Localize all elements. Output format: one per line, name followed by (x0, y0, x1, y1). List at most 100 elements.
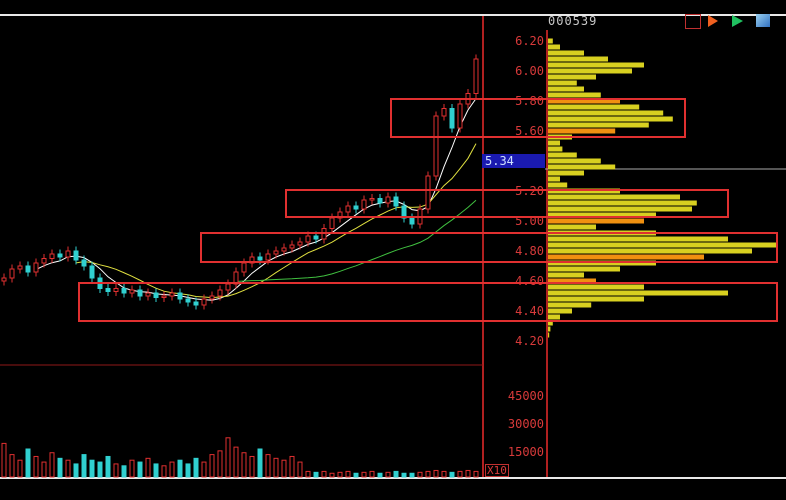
volume-tick: 15000 (507, 445, 544, 459)
volume-bar (313, 471, 319, 478)
profile-bar (548, 254, 704, 260)
profile-bar (548, 104, 640, 110)
profile-bar (548, 74, 596, 80)
profile-bar (548, 212, 656, 218)
candle-body (313, 235, 319, 240)
profile-bar (548, 206, 692, 212)
volume-bar (209, 454, 215, 478)
ma-line-ma10 (75, 143, 477, 299)
profile-bar (548, 308, 572, 314)
candle-body (33, 262, 39, 273)
volume-bar (137, 461, 143, 478)
candle-body (209, 295, 215, 300)
volume-bar (417, 471, 423, 478)
volume-bar (305, 470, 311, 478)
profile-bar (548, 194, 680, 200)
highlight-box-4.40-4.60 (78, 282, 778, 322)
stock-code: 000539 (548, 14, 598, 28)
profile-bar (548, 302, 592, 308)
volume-bar (145, 457, 151, 478)
volume-tick: 30000 (507, 417, 544, 431)
volume-bar (241, 452, 247, 478)
moving-averages (35, 98, 477, 301)
volume-bar (25, 448, 31, 478)
candle-body (193, 301, 199, 306)
candle-body (401, 205, 407, 219)
bottom-border (0, 477, 786, 479)
candles (1, 54, 479, 310)
volume-bar (185, 463, 191, 478)
candle-body (145, 292, 151, 297)
candle-body (449, 108, 455, 129)
flag-icon[interactable] (685, 14, 701, 29)
profile-bar (548, 140, 560, 146)
candle-body (105, 288, 111, 292)
price-tick: 5.80 (515, 94, 544, 108)
profile-bar (548, 44, 560, 50)
profile-bar (548, 266, 620, 272)
volume-bar (265, 454, 271, 478)
profile-bar (548, 224, 596, 230)
volume-bar (17, 459, 23, 478)
volume-bar (465, 469, 471, 478)
candle-body (9, 268, 15, 279)
volume-bar (161, 465, 167, 478)
profile-bar (548, 278, 596, 284)
candle-body (345, 205, 351, 213)
candle-body (129, 289, 135, 294)
profile-bar (548, 284, 644, 290)
candle-body (233, 271, 239, 285)
current-price-tag: 5.34 (482, 154, 545, 168)
volume-tick: 45000 (507, 389, 544, 403)
candle-body (305, 235, 311, 243)
volume-bar (153, 463, 159, 478)
profile-bar (548, 242, 776, 248)
play-red-icon[interactable] (708, 15, 718, 27)
volume-bars (1, 437, 479, 478)
candle-body (425, 175, 431, 210)
profile-bar (548, 326, 551, 332)
volume-bar (129, 459, 135, 478)
profile-bar (548, 332, 550, 338)
volume-bar (353, 472, 359, 478)
volume-bar (321, 470, 327, 478)
volume-bar (361, 471, 367, 478)
profile-bar (548, 170, 584, 176)
candle-body (329, 217, 335, 229)
volume-bar (473, 470, 479, 478)
candle-body (153, 292, 159, 298)
volume-bar (409, 472, 415, 478)
volume-bar (345, 470, 351, 478)
candle-body (81, 259, 87, 267)
volume-bar (441, 470, 447, 478)
volume-bar (401, 472, 407, 478)
profile-bar (548, 188, 620, 194)
volume-bar (177, 459, 183, 478)
candle-body (257, 256, 263, 261)
volume-bar (289, 455, 295, 478)
volume-bar (457, 470, 463, 478)
window-icon[interactable] (756, 14, 770, 27)
volume-bar (57, 457, 63, 478)
candle-body (393, 196, 399, 207)
candle-body (377, 198, 383, 204)
profile-bar (548, 38, 553, 44)
candle-body (17, 265, 23, 270)
profile-bar (548, 152, 577, 158)
candle-body (409, 217, 415, 225)
profile-bar (548, 110, 664, 116)
volume-bar (377, 472, 383, 478)
volume-bar (393, 470, 399, 478)
volume-bar (33, 455, 39, 478)
profile-bar (548, 314, 560, 320)
profile-bar (548, 200, 697, 206)
volume-bar (329, 472, 335, 478)
candle-body (353, 205, 359, 210)
play-green-icon[interactable] (732, 15, 743, 27)
profile-bar (548, 98, 620, 104)
volume-bar (425, 470, 431, 478)
volume-unit-label: X10 (485, 464, 509, 477)
highlight-box-5.00-5.20 (285, 189, 729, 218)
profile-bar (548, 260, 656, 266)
candle-body (25, 265, 31, 273)
